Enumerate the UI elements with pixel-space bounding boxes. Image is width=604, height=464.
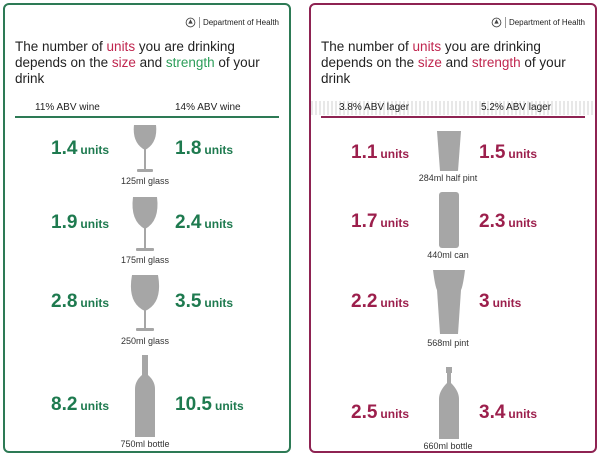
header-rule xyxy=(321,116,585,118)
wine-caption: 250ml glass xyxy=(120,336,170,346)
col-left-heading: 3.8% ABV lager xyxy=(339,102,410,113)
wine-value-left: 1.9 units xyxy=(51,212,110,233)
headline: The number of units you are drinking dep… xyxy=(15,39,260,86)
headline: The number of units you are drinking dep… xyxy=(321,39,566,86)
department-badge: Department of Health xyxy=(491,17,585,28)
wine-caption: 750ml bottle xyxy=(120,439,170,449)
beer-value-right: 2.3 units xyxy=(479,211,538,232)
header-rule xyxy=(15,116,279,118)
wine-glass-icon xyxy=(132,197,158,251)
wine-glass-icon xyxy=(130,275,160,331)
wine-value-right: 1.8 units xyxy=(175,138,234,159)
can-icon xyxy=(439,192,459,248)
wine-value-left: 1.4 units xyxy=(51,138,110,159)
header-stripe xyxy=(311,101,595,115)
col-right-heading: 5.2% ABV lager xyxy=(481,102,552,113)
beer-value-right: 3 units xyxy=(479,291,522,312)
crest-icon xyxy=(185,17,196,28)
department-name: Department of Health xyxy=(202,18,279,27)
crest-icon xyxy=(491,17,502,28)
beer-caption: 568ml pint xyxy=(427,338,469,348)
pint-glass-icon xyxy=(433,270,465,334)
wine-value-right: 10.5 units xyxy=(175,394,244,415)
wine-panel: Department of Health The number of units… xyxy=(3,3,291,453)
half-pint-glass-icon xyxy=(437,131,461,171)
wine-value-right: 3.5 units xyxy=(175,291,234,312)
department-badge: Department of Health xyxy=(185,17,279,28)
wine-caption: 175ml glass xyxy=(120,255,170,265)
beer-value-right: 1.5 units xyxy=(479,142,538,163)
col-right-heading: 14% ABV wine xyxy=(175,102,241,113)
beer-value-left: 1.7 units xyxy=(351,211,410,232)
beer-caption: 660ml bottle xyxy=(423,441,473,451)
beer-value-left: 1.1 units xyxy=(351,142,410,163)
wine-caption: 125ml glass xyxy=(120,176,170,186)
wine-value-right: 2.4 units xyxy=(175,212,234,233)
wine-value-left: 2.8 units xyxy=(51,291,110,312)
beer-caption: 284ml half pint xyxy=(418,173,478,183)
beer-bottle-icon xyxy=(439,367,459,439)
beer-value-right: 3.4 units xyxy=(479,402,538,423)
beer-value-left: 2.5 units xyxy=(351,402,410,423)
beer-caption: 440ml can xyxy=(427,250,469,260)
wine-value-left: 8.2 units xyxy=(51,394,110,415)
col-left-heading: 11% ABV wine xyxy=(35,102,100,113)
beer-value-left: 2.2 units xyxy=(351,291,410,312)
wine-glass-icon xyxy=(133,125,157,172)
beer-panel: Department of Health The number of units… xyxy=(309,3,597,453)
department-name: Department of Health xyxy=(508,18,585,27)
wine-bottle-icon xyxy=(135,355,155,437)
